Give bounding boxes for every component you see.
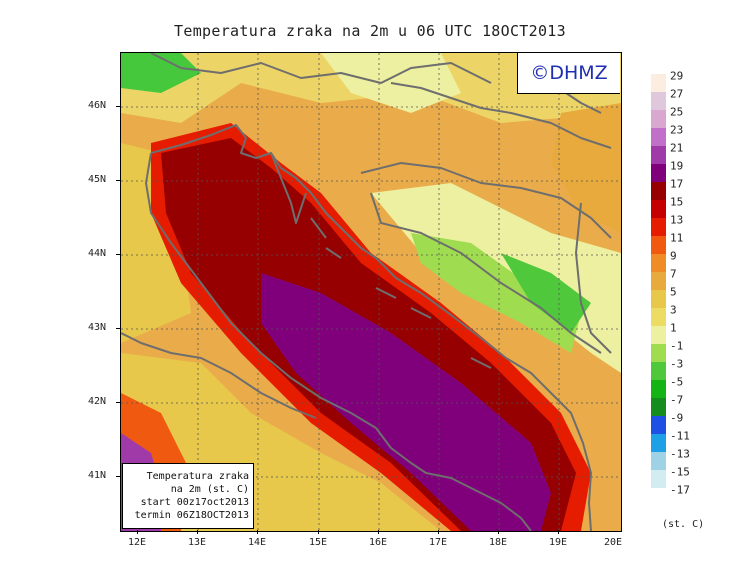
colorbar-label: 7 — [670, 267, 677, 281]
map-info-box: Temperatura zraka na 2m (st. C) start 00… — [122, 463, 254, 529]
lat-tick-label: 44N — [88, 248, 107, 259]
adriatic-warm-core — [261, 273, 551, 531]
lon-tick-label: 12E — [127, 537, 147, 548]
colorbar-label: 15 — [670, 195, 684, 209]
lat-tick-label: 42N — [88, 396, 107, 407]
colorbar-label: 23 — [670, 123, 684, 137]
colorbar-label: -11 — [670, 429, 690, 443]
colorbar-label: 29 — [670, 69, 684, 83]
colorbar-swatch — [651, 182, 666, 200]
colorbar-swatch — [651, 164, 666, 182]
colorbar-swatch — [651, 452, 666, 470]
lon-tick-label: 14E — [247, 537, 267, 548]
info-line-start: start 00z17oct2013 — [140, 497, 249, 508]
temperature-map — [120, 52, 622, 532]
colorbar-swatch — [651, 434, 666, 452]
lon-tick-mark — [498, 530, 499, 534]
lat-tick-mark — [116, 180, 120, 181]
colorbar-swatch — [651, 362, 666, 380]
colorbar-label: -7 — [670, 393, 684, 407]
colorbar-label: 17 — [670, 177, 684, 191]
map-canvas — [121, 53, 621, 531]
colorbar-swatch — [651, 74, 666, 92]
colorbar-label: 19 — [670, 159, 684, 173]
colorbar-swatch — [651, 218, 666, 236]
balkan-green-core — [501, 253, 591, 333]
colorbar-swatch — [651, 146, 666, 164]
colorbar-label: 21 — [670, 141, 684, 155]
colorbar-label: -13 — [670, 447, 690, 461]
lat-tick-label: 46N — [88, 100, 107, 111]
colorbar-swatch — [651, 380, 666, 398]
colorbar-swatch — [651, 200, 666, 218]
lon-tick-mark — [438, 530, 439, 534]
lon-tick-label: 15E — [308, 537, 328, 548]
lon-tick-label: 18E — [488, 537, 508, 548]
colorbar-label: 1 — [670, 321, 677, 335]
colorbar-swatch — [651, 308, 666, 326]
info-line-title: Temperatura zraka — [146, 471, 249, 482]
colorbar-label: 9 — [670, 249, 677, 263]
colorbar-swatch — [651, 236, 666, 254]
colorbar-label: 13 — [670, 213, 684, 227]
lon-tick-mark — [137, 530, 138, 534]
lon-tick-label: 16E — [368, 537, 388, 548]
colorbar-label: -1 — [670, 339, 684, 353]
alps-green-zone — [121, 53, 201, 93]
dhmz-logo: ©DHMZ — [517, 53, 620, 94]
map-title: Temperatura zraka na 2m u 06 UTC 18OCT20… — [174, 22, 566, 40]
lon-tick-label: 19E — [548, 537, 568, 548]
lat-tick-label: 43N — [88, 322, 107, 333]
colorbar-label: 3 — [670, 303, 677, 317]
italy-land-zone — [121, 143, 191, 343]
lat-tick-mark — [116, 254, 120, 255]
colorbar-label: 25 — [670, 105, 684, 119]
lat-tick-label: 41N — [88, 470, 107, 481]
colorbar-label: -5 — [670, 375, 684, 389]
lat-tick-mark — [116, 328, 120, 329]
colorbar-swatch — [651, 92, 666, 110]
colorbar-label: -3 — [670, 357, 684, 371]
lon-tick-mark — [257, 530, 258, 534]
east-warm-zone — [551, 103, 621, 233]
colorbar-label: 27 — [670, 87, 684, 101]
colorbar-label: -15 — [670, 465, 690, 479]
lat-tick-label: 45N — [88, 174, 107, 185]
lon-tick-mark — [378, 530, 379, 534]
colorbar-swatch — [651, 470, 666, 488]
colorbar-swatch — [651, 398, 666, 416]
lon-tick-mark — [318, 530, 319, 534]
colorbar-label: 11 — [670, 231, 684, 245]
colorbar-swatch — [651, 416, 666, 434]
colorbar-swatch — [651, 128, 666, 146]
lat-tick-mark — [116, 402, 120, 403]
colorbar-swatch — [651, 272, 666, 290]
colorbar-swatch — [651, 344, 666, 362]
lat-tick-mark — [116, 106, 120, 107]
balkan-green-zone — [411, 233, 581, 353]
colorbar-unit: (st. C) — [662, 519, 705, 530]
lon-tick-label: 20E — [603, 537, 623, 548]
colorbar-swatch — [651, 254, 666, 272]
info-line-termin: termin 06Z18OCT2013 — [134, 510, 249, 521]
lon-tick-label: 13E — [187, 537, 207, 548]
info-line-unit: na 2m (st. C) — [170, 484, 249, 495]
lon-tick-mark — [558, 530, 559, 534]
colorbar-swatch — [651, 326, 666, 344]
colorbar-label: -17 — [670, 483, 690, 497]
lat-tick-mark — [116, 476, 120, 477]
colorbar-swatch — [651, 290, 666, 308]
coastlines — [121, 53, 612, 531]
colorbar-label: -9 — [670, 411, 684, 425]
lon-tick-label: 17E — [428, 537, 448, 548]
colorbar-swatch — [651, 110, 666, 128]
colorbar-label: 5 — [670, 285, 677, 299]
lon-tick-mark — [197, 530, 198, 534]
